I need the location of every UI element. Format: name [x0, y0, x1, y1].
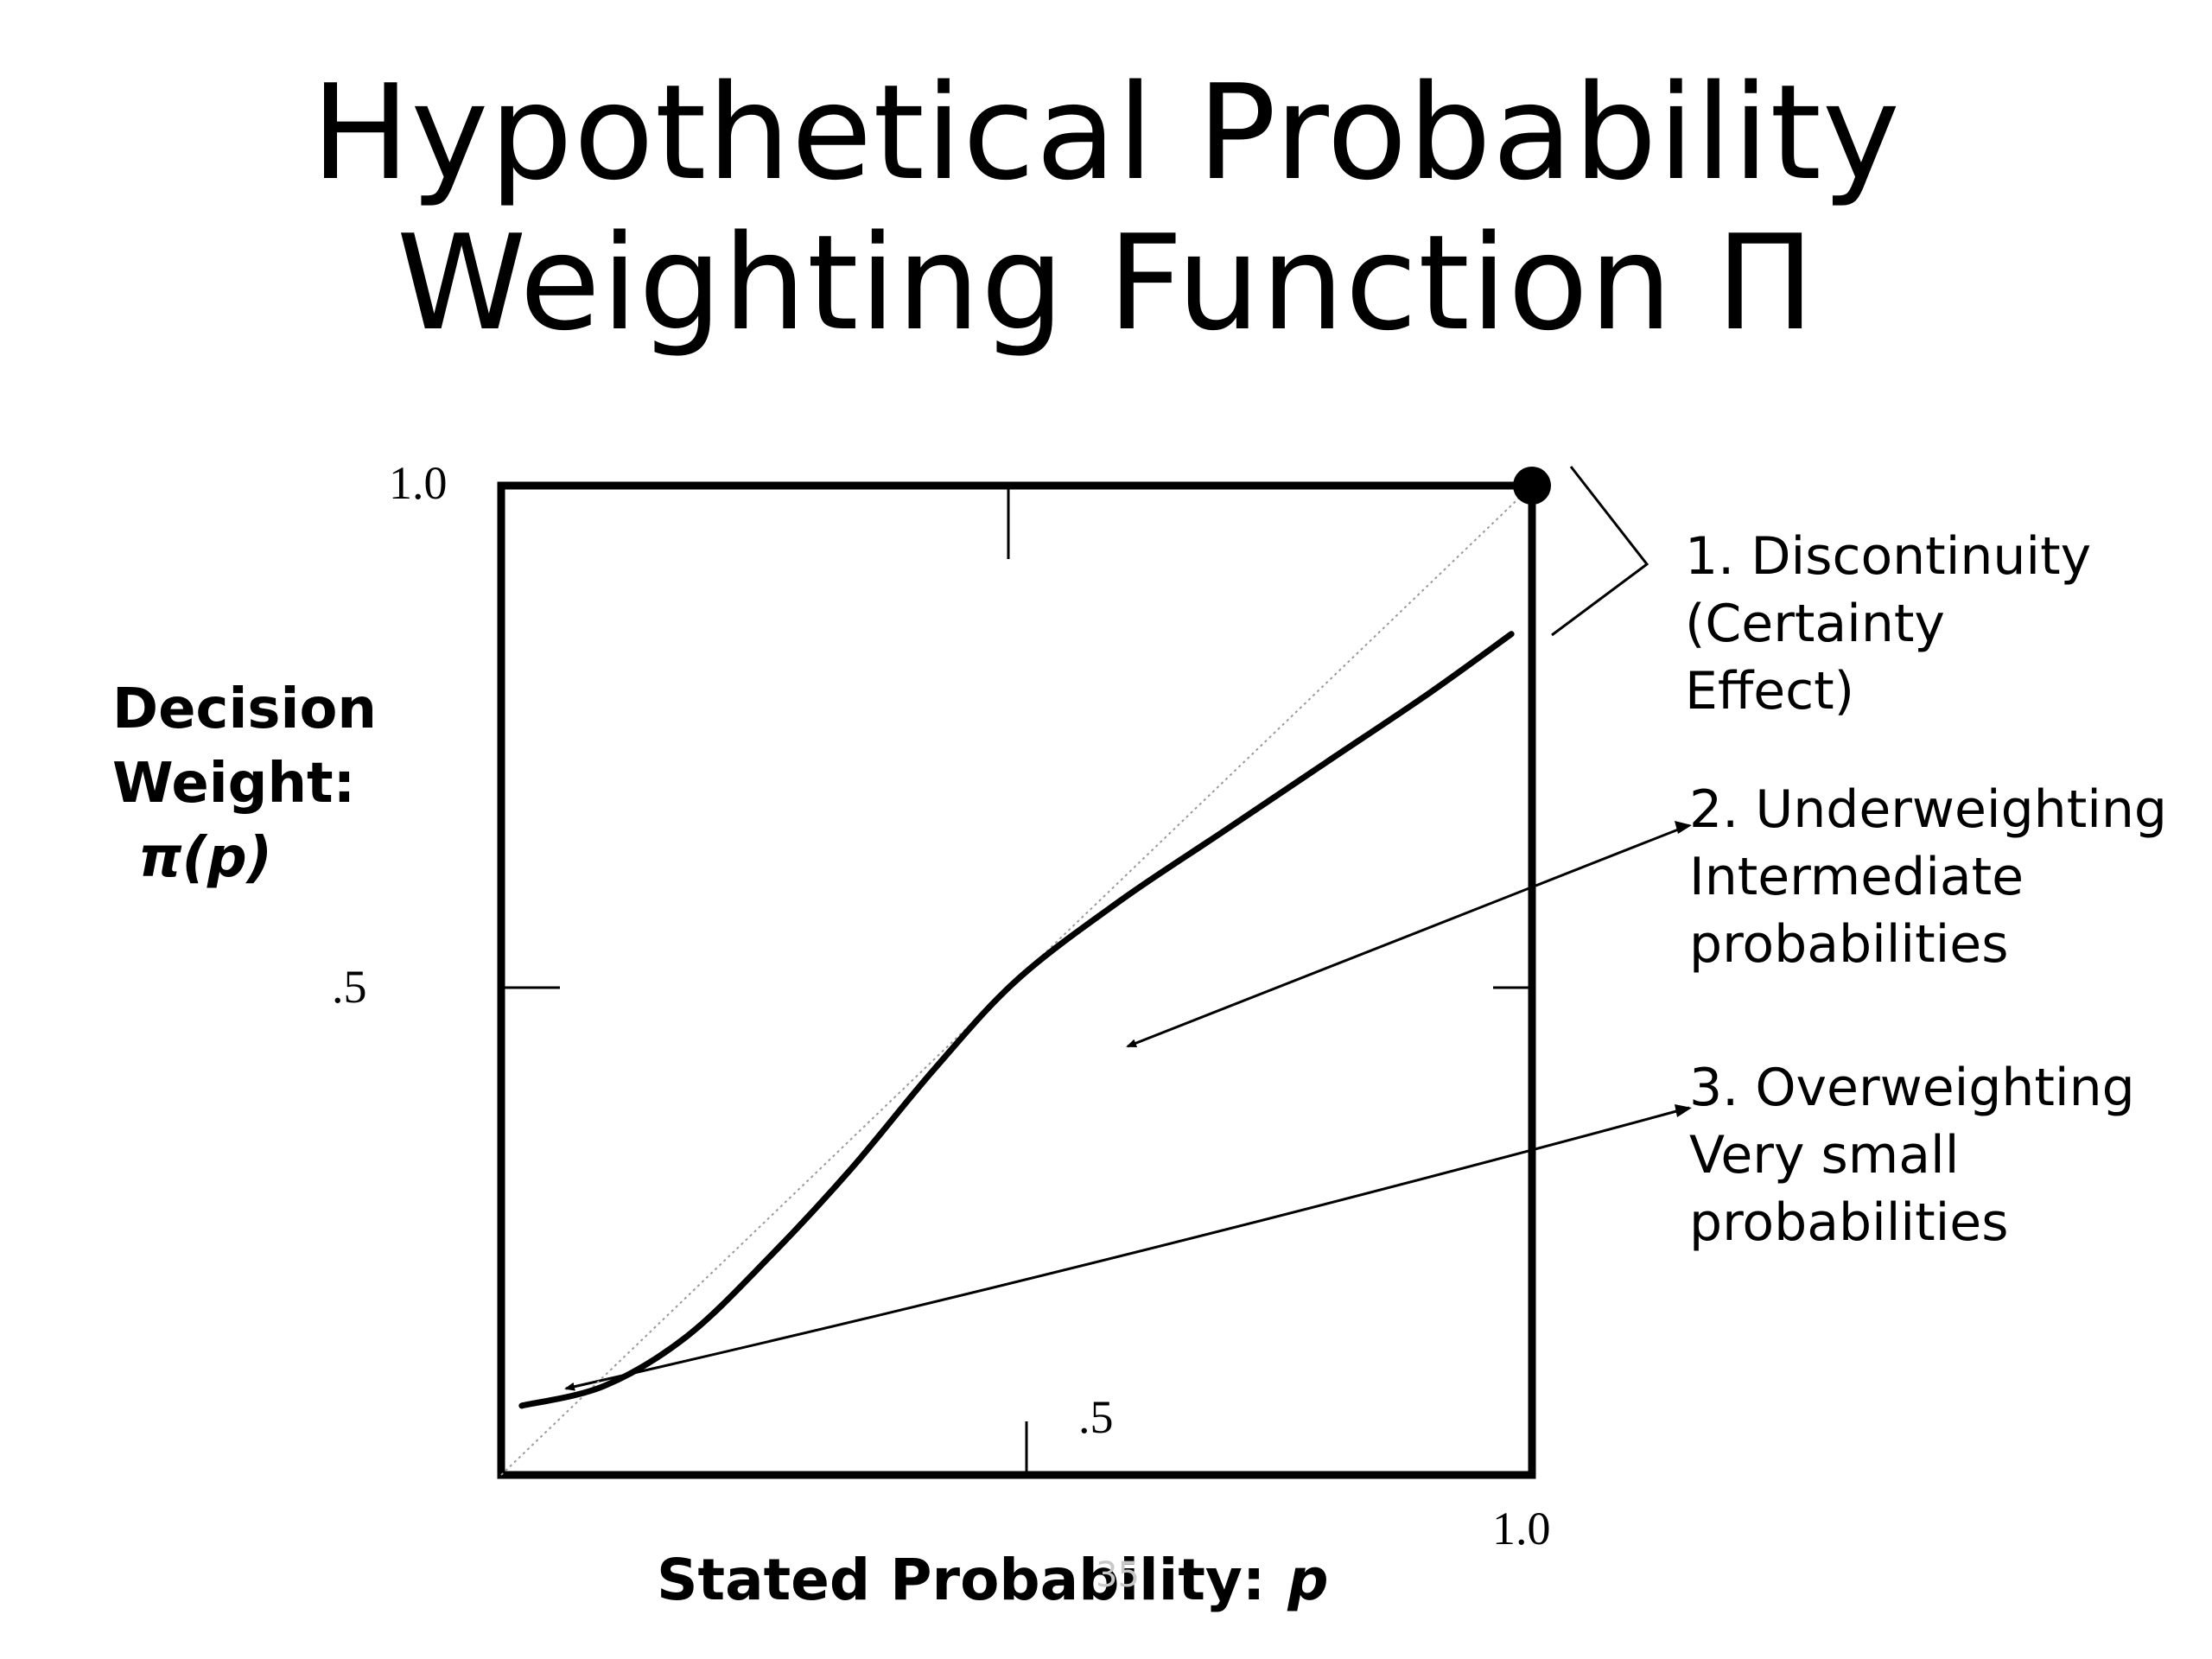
x-axis-label: Stated Probability: p — [657, 1547, 1329, 1613]
y-tick-label-top: 1.0 — [389, 457, 448, 509]
discontinuity-bracket — [1551, 466, 1649, 637]
slide-number-watermark: 35 — [1096, 1555, 1140, 1595]
weighting-curve — [518, 631, 1515, 1409]
y-axis-label-line1: Decision — [112, 677, 377, 741]
underweighting-arrowhead-right — [1675, 821, 1692, 834]
annotation-2-line-3: probabilities — [1689, 914, 2009, 975]
annotation-discontinuity: 1. Discontinuity (Certainty Effect) — [1685, 523, 2091, 725]
x-tick-label-end: 1.0 — [1492, 1503, 1551, 1554]
certainty-endpoint-dot — [1513, 467, 1551, 505]
x-axis-label-text: Stated Probability: — [657, 1547, 1266, 1613]
annotation-3-line-2: Very small — [1689, 1125, 1960, 1185]
annotation-2-line-1: 2. Underweighting — [1689, 779, 2168, 840]
annotation-1-line-2: (Certainty — [1685, 594, 1945, 654]
y-axis-label-math: π(p) — [138, 826, 272, 890]
title-line-2: Weighting Function Π — [396, 207, 1816, 359]
y-axis-label: Decision Weight: π(p) — [112, 672, 377, 895]
y-axis-label-line2: Weight: — [112, 752, 356, 816]
x-tick-label-mid: .5 — [1078, 1391, 1114, 1443]
annotation-1-line-3: Effect) — [1685, 661, 1855, 721]
annotation-3-line-3: probabilities — [1689, 1192, 2009, 1253]
annotation-2-line-2: Intermediate — [1689, 847, 2024, 907]
annotation-3-line-1: 3. Overweighting — [1689, 1058, 2135, 1118]
overweighting-arrow — [564, 1106, 1690, 1391]
annotation-1-line-1: 1. Discontinuity — [1685, 526, 2092, 587]
underweighting-arrow — [1126, 823, 1690, 1048]
title-line-1: Hypothetical Probability — [311, 56, 1901, 209]
x-axis-label-math: p — [1287, 1547, 1329, 1613]
annotation-underweighting: 2. Underweighting Intermediate probabili… — [1689, 776, 2167, 978]
plot-frame — [497, 481, 1536, 1479]
annotation-overweighting: 3. Overweighting Very small probabilitie… — [1689, 1054, 2135, 1256]
y-tick-label-mid: .5 — [332, 961, 367, 1013]
overweighting-arrowhead-right — [1675, 1104, 1692, 1117]
